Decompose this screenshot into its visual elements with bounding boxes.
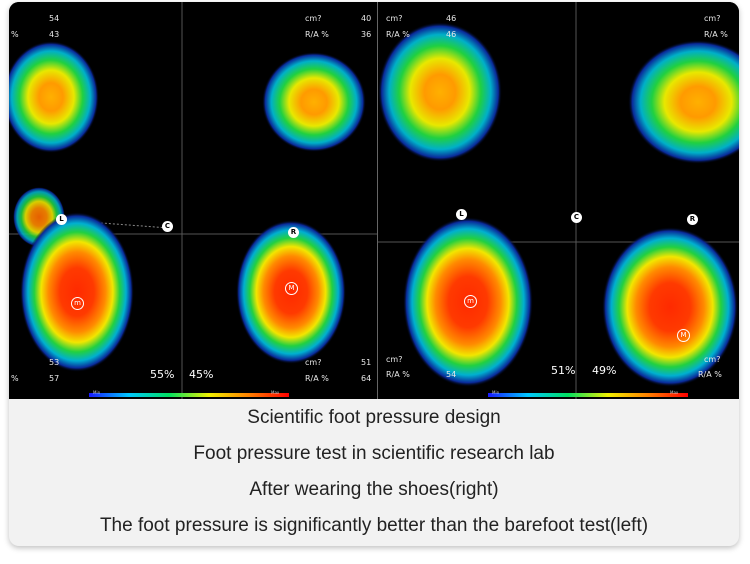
- scale-min-label: Min: [93, 390, 101, 395]
- left-foot-load-percent: 51%: [551, 364, 576, 377]
- top-left-unit-1: cm?: [386, 14, 403, 23]
- right-pressure-center-marker: M: [677, 329, 690, 342]
- pressure-color-scale: [89, 393, 289, 397]
- left-pressure-center-marker: m: [464, 295, 477, 308]
- top-left-percent-symbol: %: [11, 30, 19, 39]
- left-forefoot-heat: [9, 41, 99, 153]
- top-left-value-2: 46: [446, 30, 457, 39]
- right-foot-marker: R: [288, 227, 299, 238]
- left-forefoot-heat: [378, 22, 502, 162]
- caption-line-2: Foot pressure test in scientific researc…: [193, 443, 555, 464]
- bottom-right-unit-1: cm?: [704, 355, 721, 364]
- bottom-left-value-2: 54: [446, 370, 457, 379]
- scale-min-label: Min: [492, 390, 500, 395]
- scale-max-label: Max: [670, 390, 679, 395]
- right-foot-marker: R: [687, 214, 698, 225]
- bottom-right-unit-1: cm?: [305, 358, 322, 367]
- bottom-left-value-1: 53: [49, 358, 60, 367]
- top-right-value-1: 40: [361, 14, 372, 23]
- top-right-unit-2: R/A %: [704, 30, 728, 39]
- shoe-scan-panel: cm? 46 R/A % 46 cm? R/A % cm? R/A % 54 c…: [378, 2, 739, 399]
- right-pressure-center-marker: M: [285, 282, 298, 295]
- bottom-right-unit-2: R/A %: [698, 370, 722, 379]
- top-left-value-1: 54: [49, 14, 60, 23]
- caption-line-1: Scientific foot pressure design: [247, 407, 501, 428]
- caption-block: Scientific foot pressure design Foot pre…: [9, 399, 739, 546]
- bottom-right-unit-2: R/A %: [305, 374, 329, 383]
- right-heel-heat: [602, 227, 738, 387]
- bottom-right-value-1: 51: [361, 358, 372, 367]
- scan-divider: [377, 2, 378, 399]
- top-right-unit-1: cm?: [305, 14, 322, 23]
- bottom-left-percent-symbol: %: [11, 374, 19, 383]
- bottom-left-unit-2: R/A %: [386, 370, 410, 379]
- left-foot-load-percent: 55%: [150, 368, 175, 381]
- right-forefoot-heat: [262, 52, 366, 152]
- barefoot-heatmap: [9, 2, 377, 399]
- pressure-color-scale: [488, 393, 688, 397]
- bottom-left-value-2: 57: [49, 374, 60, 383]
- left-foot-marker: L: [456, 209, 467, 220]
- foot-pressure-scans: 54 % 43 cm? 40 R/A % 36 53 % 57 cm? 51 R…: [9, 2, 739, 399]
- top-right-unit-1: cm?: [704, 14, 721, 23]
- scale-max-label: Max: [271, 390, 280, 395]
- left-heel-heat: [20, 212, 134, 372]
- bottom-right-value-2: 64: [361, 374, 372, 383]
- bottom-left-unit-1: cm?: [386, 355, 403, 364]
- right-foot-load-percent: 45%: [189, 368, 214, 381]
- left-foot-marker: L: [56, 214, 67, 225]
- center-marker: C: [571, 212, 582, 223]
- top-left-unit-2: R/A %: [386, 30, 410, 39]
- caption-line-3: After wearing the shoes(right): [249, 479, 499, 500]
- left-pressure-center-marker: m: [71, 297, 84, 310]
- caption-line-4: The foot pressure is significantly bette…: [99, 515, 649, 536]
- barefoot-scan-panel: 54 % 43 cm? 40 R/A % 36 53 % 57 cm? 51 R…: [9, 2, 377, 399]
- top-right-unit-2: R/A %: [305, 30, 329, 39]
- right-forefoot-heat: [628, 40, 739, 164]
- center-marker: C: [162, 221, 173, 232]
- top-right-value-2: 36: [361, 30, 372, 39]
- right-foot-load-percent: 49%: [592, 364, 617, 377]
- top-left-value-1: 46: [446, 14, 457, 23]
- top-left-value-2: 43: [49, 30, 60, 39]
- product-info-card: 54 % 43 cm? 40 R/A % 36 53 % 57 cm? 51 R…: [9, 2, 739, 546]
